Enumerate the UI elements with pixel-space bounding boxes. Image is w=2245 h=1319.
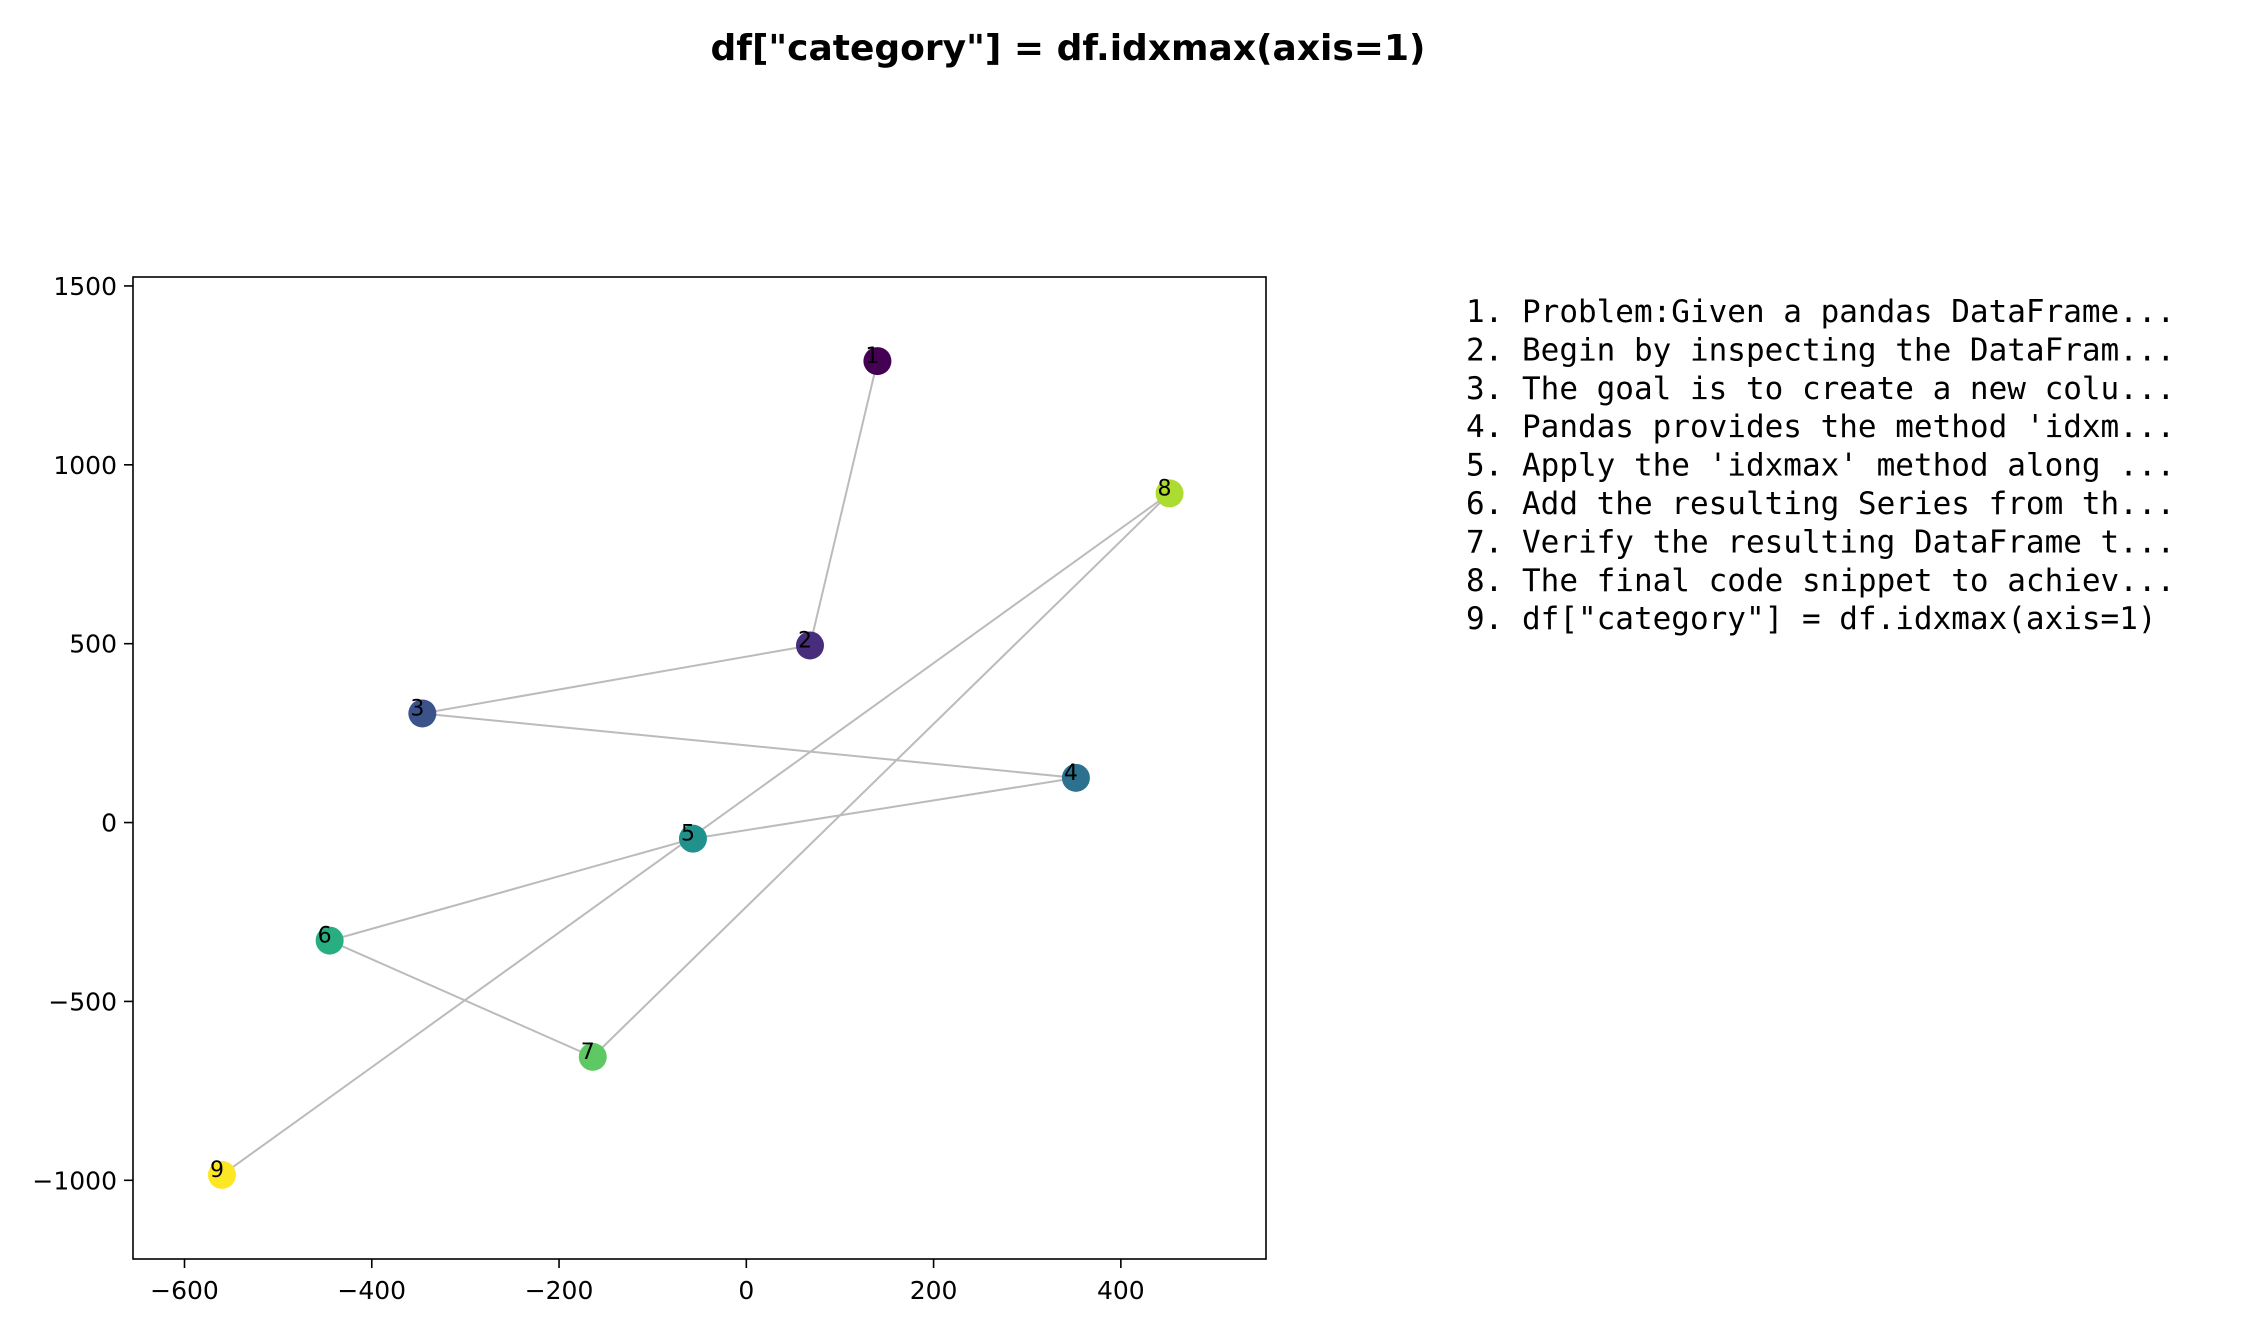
connector-line [592, 492, 1171, 1058]
step-item: 1. Problem:Given a pandas DataFrame... [1466, 294, 2175, 330]
connector-line [422, 712, 1077, 779]
x-tick-label: 200 [910, 1276, 958, 1305]
step-item: 7. Verify the resulting DataFrame t... [1466, 524, 2175, 560]
data-points [207, 347, 1184, 1189]
x-tick-label: −600 [150, 1276, 219, 1305]
connector-line [692, 776, 1077, 840]
y-tick-label: 0 [101, 809, 117, 838]
data-point [678, 824, 707, 853]
point-label: 4 [1064, 761, 1078, 786]
step-item: 6. Add the resulting Series from th... [1466, 486, 2175, 522]
steps-list: 1. Problem:Given a pandas DataFrame...2.… [1466, 294, 2175, 637]
x-tick-label: 400 [1097, 1276, 1145, 1305]
x-tick-label: −400 [337, 1276, 406, 1305]
data-point [578, 1042, 607, 1071]
y-tick-label: 500 [69, 630, 117, 659]
step-item: 5. Apply the 'idxmax' method along ... [1466, 448, 2175, 484]
point-label: 1 [865, 344, 879, 369]
y-tick-label: −1000 [32, 1166, 117, 1195]
plot-frame [132, 276, 1267, 1260]
data-point [408, 699, 437, 728]
data-point [795, 631, 824, 660]
data-point [1155, 479, 1184, 508]
connector-line [422, 644, 811, 715]
y-tick-label: 1000 [53, 451, 117, 480]
point-label: 3 [410, 696, 424, 721]
x-tick-label: −200 [525, 1276, 594, 1305]
point-label: 9 [210, 1158, 224, 1183]
y-tick-label: −500 [48, 987, 117, 1016]
point-labels: 1 2 3 4 5 6 7 8 9 [210, 344, 1172, 1183]
step-item: 8. The final code snippet to achiev... [1466, 563, 2175, 599]
data-point [1061, 763, 1090, 792]
point-label: 2 [798, 628, 812, 653]
step-item: 2. Begin by inspecting the DataFram... [1466, 332, 2175, 368]
x-tick-label: 0 [738, 1276, 754, 1305]
point-label: 5 [681, 822, 695, 847]
connector-line [809, 360, 879, 646]
data-point [863, 347, 892, 376]
x-axis: −600 −400 −200 0 200 400 [150, 1259, 1145, 1305]
step-item: 3. The goal is to create a new colu... [1466, 371, 2175, 407]
chart-title: df["category"] = df.idxmax(axis=1) [711, 28, 1426, 69]
step-item: 9. df["category"] = df.idxmax(axis=1) [1466, 601, 2157, 637]
point-label: 7 [581, 1040, 595, 1065]
connector-line [329, 837, 694, 942]
data-point [207, 1160, 236, 1189]
point-label: 6 [318, 924, 332, 949]
y-tick-label: 1500 [53, 272, 117, 301]
connector-line [329, 939, 594, 1058]
connector-lines [221, 360, 1171, 1176]
y-axis: −1000 −500 0 500 1000 1500 [32, 272, 133, 1195]
step-item: 4. Pandas provides the method 'idxm... [1466, 409, 2175, 445]
data-point [315, 926, 344, 955]
point-label: 8 [1158, 476, 1172, 501]
